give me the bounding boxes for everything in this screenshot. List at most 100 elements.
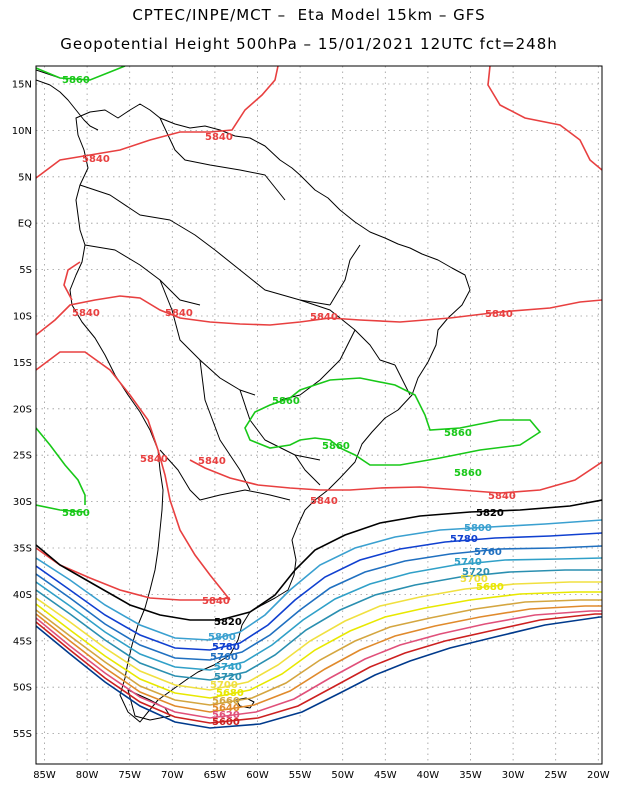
- contour-5840-mid-west: [36, 351, 231, 601]
- contour-5820: [36, 499, 602, 621]
- contour-5840-mid-east: [189, 459, 602, 494]
- label-5620-s: 5620: [212, 710, 240, 721]
- label-5760-e: 5760: [474, 547, 502, 558]
- contour-5800: [36, 519, 602, 641]
- label-5840-n2: 5840: [82, 154, 110, 165]
- label-5780-s: 5780: [212, 642, 240, 653]
- label-5860-c1: 5860: [272, 396, 300, 407]
- contour-5780: [36, 532, 602, 651]
- label-5860-e1: 5860: [444, 428, 472, 439]
- lon-label: 50W: [331, 770, 354, 781]
- contour-5860-central: [244, 377, 542, 466]
- lon-label: 55W: [289, 770, 312, 781]
- label-5680-s: 5680: [216, 688, 244, 699]
- label-5800-e: 5800: [464, 523, 492, 534]
- label-5840-10s-b: 5840: [165, 308, 193, 319]
- label-5820-e: 5820: [476, 508, 504, 519]
- label-5740-s: 5740: [214, 662, 242, 673]
- label-5840-25s-b: 5840: [198, 456, 226, 467]
- label-5860-nw: 5860: [62, 75, 90, 86]
- label-5820-s: 5820: [214, 617, 242, 628]
- lon-label: 25W: [544, 770, 567, 781]
- lon-label: 60W: [246, 770, 269, 781]
- plot-frame: [35, 65, 603, 765]
- coastlines: [36, 69, 471, 723]
- lon-label: 40W: [417, 770, 440, 781]
- lat-label: 35S: [13, 544, 32, 555]
- label-5840-28s-c: 5840: [310, 496, 338, 507]
- label-5660-s: 5660: [212, 696, 240, 707]
- label-5700-e: 5700: [460, 574, 488, 585]
- lon-label: 20W: [587, 770, 610, 781]
- contour-5720: [36, 569, 602, 681]
- contour-5840-northeast: [487, 66, 602, 171]
- lon-label: 65W: [204, 770, 227, 781]
- label-5720-s: 5720: [214, 672, 242, 683]
- lon-label: 80W: [76, 770, 99, 781]
- longitude-labels: 85W 80W 75W 70W 65W 60W 55W 50W 45W 40W 35W 30W 25W 2…: [33, 770, 610, 781]
- label-5600-s: 5600: [212, 717, 240, 728]
- lat-label: 5N: [18, 172, 32, 183]
- contour-5840-west: [63, 261, 81, 301]
- contour-5660: [36, 599, 602, 706]
- latitude-labels: 15N 10N 5N EQ 5S 10S 15S 20S 25S 30S 35S 40S 45S 50S 5…: [12, 80, 32, 741]
- contour-5580: [36, 616, 602, 729]
- contour-5700: [36, 581, 602, 691]
- lat-lon-grid: [36, 66, 602, 764]
- label-5760-s: 5760: [210, 652, 238, 663]
- contour-5860-west: [36, 427, 86, 505]
- lon-label: 75W: [118, 770, 141, 781]
- lon-label: 85W: [33, 770, 56, 781]
- label-5840-10s-d: 5840: [485, 309, 513, 320]
- map-subtitle: Geopotential Height 500hPa – 15/01/2021 …: [60, 35, 558, 53]
- lat-label: 55S: [13, 729, 32, 740]
- contour-5760: [36, 545, 602, 661]
- label-5860-w: 5860: [62, 508, 90, 519]
- lon-label: 45W: [374, 770, 397, 781]
- label-5860-c2: 5860: [322, 441, 350, 452]
- label-5720-e: 5720: [462, 567, 490, 578]
- lat-label: 30S: [13, 497, 32, 508]
- contour-5840-10s: [36, 295, 602, 336]
- label-5860-e2: 5860: [454, 468, 482, 479]
- lat-label: 15S: [13, 358, 32, 369]
- label-5840-n1: 5840: [205, 132, 233, 143]
- lat-label: 15N: [12, 80, 32, 91]
- contour-5620: [36, 610, 602, 719]
- lat-label: 10N: [12, 126, 32, 137]
- label-5840-s: 5840: [202, 596, 230, 607]
- label-5740-e: 5740: [454, 557, 482, 568]
- contour-5740: [36, 557, 602, 671]
- lat-label: 45S: [13, 636, 32, 647]
- label-5840-10s-a: 5840: [72, 308, 100, 319]
- contour-labels: 5860 5840 5840 5840 5840 5840 5840 5860 …: [62, 75, 516, 728]
- lat-label: EQ: [18, 219, 32, 230]
- contour-5840-north: [36, 66, 279, 179]
- label-5700-s: 5700: [210, 680, 238, 691]
- label-5840-25s-a: 5840: [140, 454, 168, 465]
- label-5680-e: 5680: [476, 582, 504, 593]
- lat-label: 20S: [13, 404, 32, 415]
- lat-label: 50S: [13, 683, 32, 694]
- contour-5600: [36, 613, 602, 724]
- lat-label: 40S: [13, 590, 32, 601]
- contour-lines: [36, 66, 602, 729]
- contour-5860-nw: [36, 66, 126, 81]
- contour-5840-south: [36, 547, 231, 601]
- lat-label: 10S: [13, 312, 32, 323]
- label-5780-e: 5780: [450, 534, 478, 545]
- map-title: CPTEC/INPE/MCT – Eta Model 15km – GFS: [132, 6, 486, 24]
- label-5800-s: 5800: [208, 632, 236, 643]
- contour-5640: [36, 605, 602, 713]
- label-5840-28s-d: 5840: [488, 491, 516, 502]
- lon-label: 35W: [459, 770, 482, 781]
- label-5840-10s-c: 5840: [310, 312, 338, 323]
- lon-label: 70W: [161, 770, 184, 781]
- label-5640-s: 5640: [212, 703, 240, 714]
- contour-5680: [36, 591, 602, 699]
- lat-label: 5S: [19, 265, 32, 276]
- lon-label: 30W: [502, 770, 525, 781]
- lat-label: 25S: [13, 451, 32, 462]
- contour-5860-west2: [36, 504, 86, 513]
